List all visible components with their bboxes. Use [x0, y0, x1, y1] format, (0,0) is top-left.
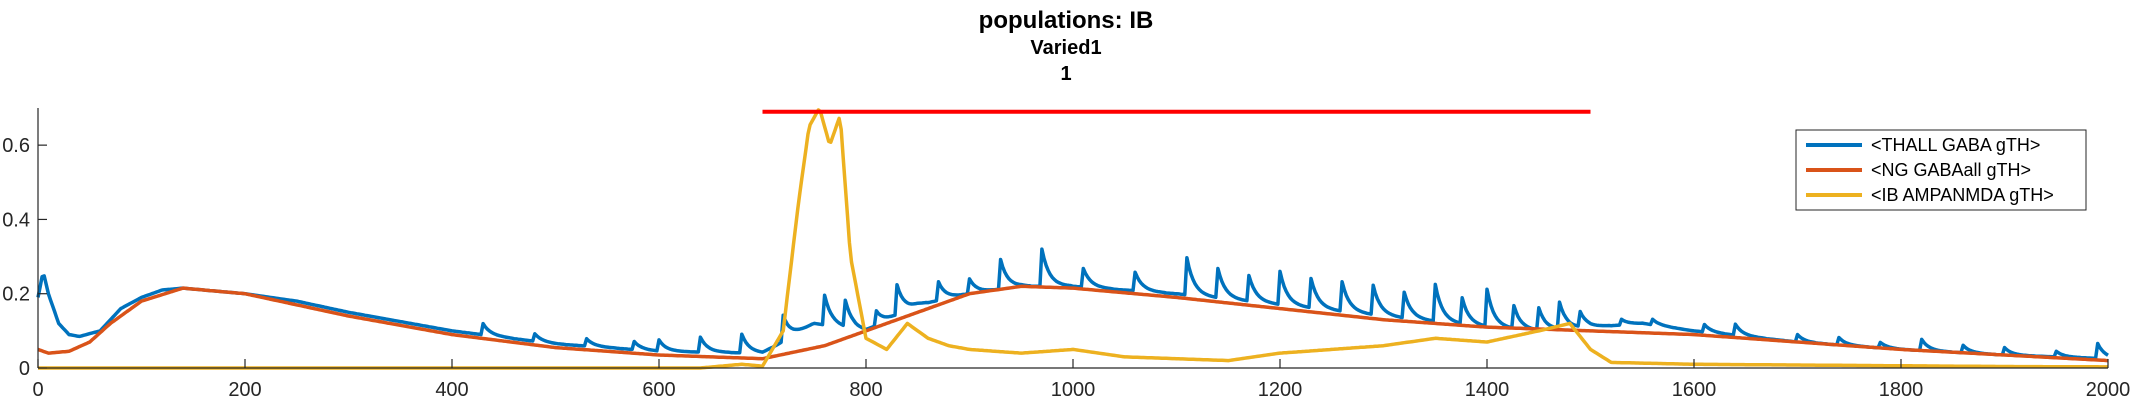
chart-subtitle-2: 1	[1060, 63, 1071, 85]
chart-title: populations: IB	[979, 7, 1154, 34]
legend: <THALL GABA gTH> <NG GABAall gTH> <IB AMPA…	[1795, 129, 2087, 211]
y-tick-label: 0.2	[2, 284, 30, 306]
x-tick-label: 1800	[1879, 379, 1924, 400]
legend-label: <IB AMPANMDA gTH>	[1871, 185, 2054, 205]
series-line-2	[37, 284, 2109, 363]
legend-label: <NG GABAall gTH>	[1871, 160, 2031, 180]
y-tick-label: 0	[19, 358, 30, 380]
x-tick-label: 2000	[2086, 379, 2131, 400]
y-tick-label: 0.4	[2, 209, 30, 231]
chart-subtitle-1: Varied1	[1030, 37, 1101, 59]
axes: 0 200 400 600 800 1000 1200 1400 1600 1800 2000 0 0.…	[2, 108, 2130, 400]
x-tick-label: 400	[435, 379, 468, 400]
legend-label: <THALL GABA gTH>	[1871, 135, 2040, 155]
x-tick-label: 1200	[1258, 379, 1303, 400]
x-tick-label: 0	[32, 379, 43, 400]
x-tick-label: 200	[228, 379, 261, 400]
x-tick-label: 800	[849, 379, 882, 400]
x-tick-label: 600	[642, 379, 675, 400]
x-tick-label: 1000	[1051, 379, 1096, 400]
x-tick-label: 1400	[1465, 379, 1510, 400]
y-tick-label: 0.6	[2, 135, 30, 157]
x-tick-label: 1600	[1672, 379, 1717, 400]
